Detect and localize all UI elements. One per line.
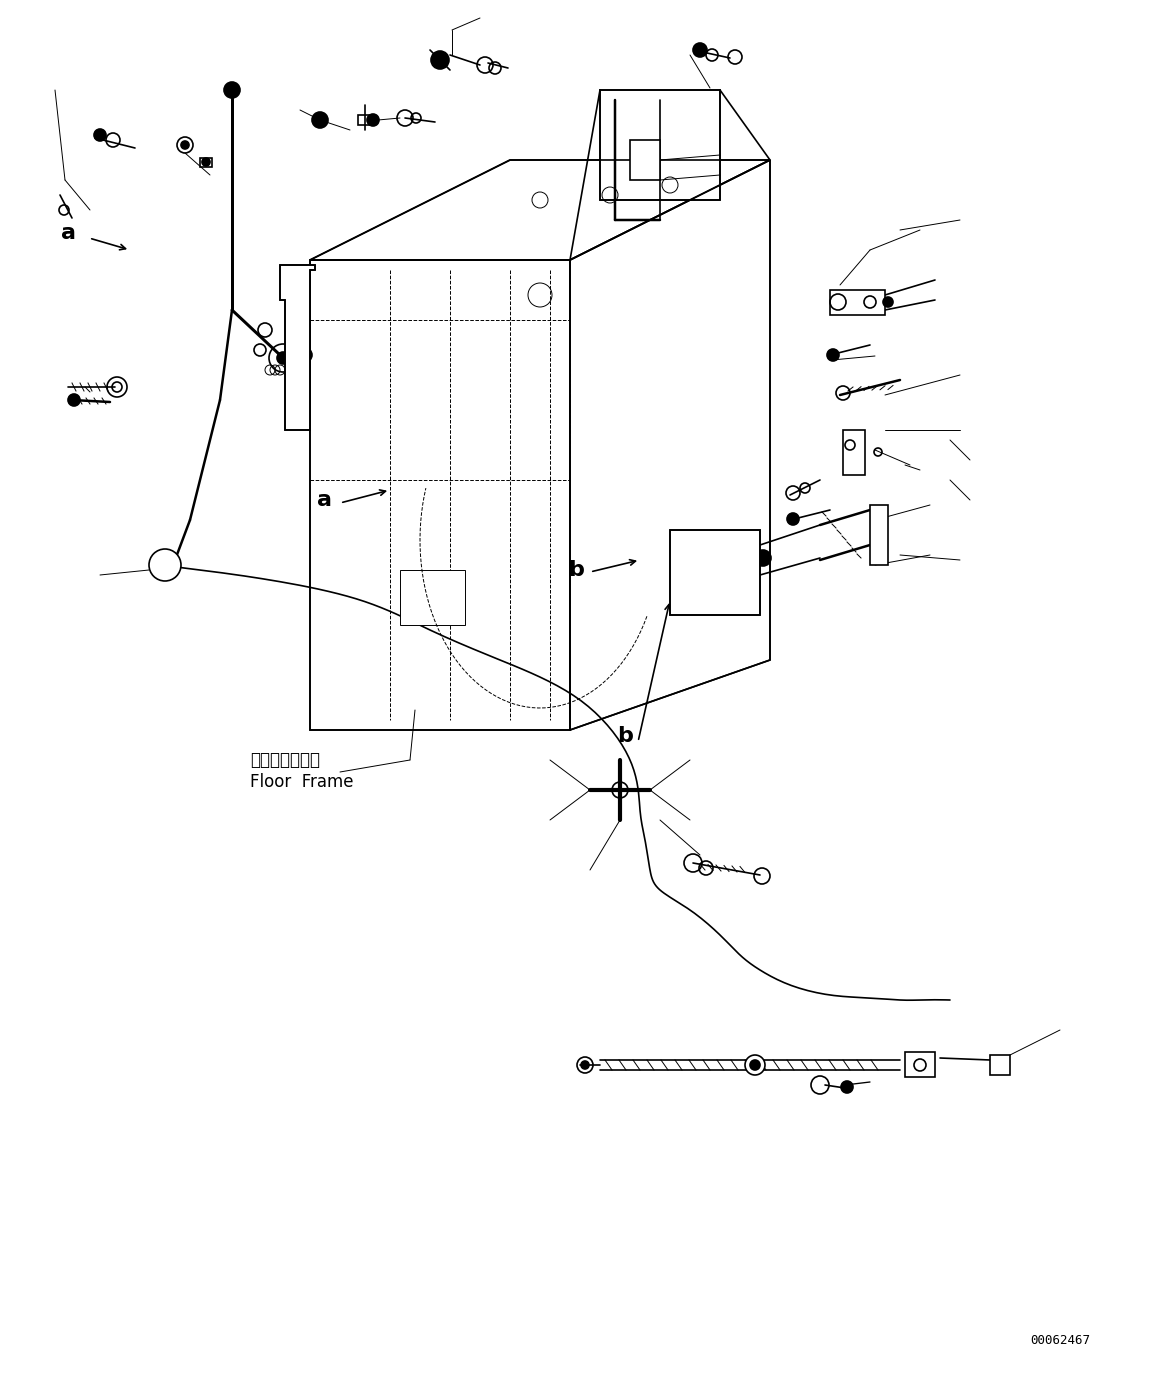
Text: 00062467: 00062467 [1030,1334,1090,1347]
Circle shape [94,129,106,142]
Polygon shape [570,159,770,730]
Circle shape [149,550,181,581]
Bar [990,1055,1009,1074]
Polygon shape [311,260,570,730]
Circle shape [431,51,449,69]
Circle shape [202,158,211,166]
Circle shape [745,1055,765,1074]
Polygon shape [280,265,315,430]
Circle shape [841,1081,852,1092]
Circle shape [298,348,312,361]
Bar [400,570,465,625]
Bar [905,1052,935,1077]
Circle shape [67,394,80,405]
Text: Floor  Frame: Floor Frame [250,774,354,791]
Bar [200,158,212,168]
Text: a: a [317,491,333,510]
Circle shape [755,550,771,566]
Text: a: a [60,223,76,243]
Circle shape [368,114,379,126]
Circle shape [582,1061,588,1069]
Bar [358,115,373,125]
Circle shape [750,1059,759,1070]
Circle shape [787,513,799,525]
Text: b: b [568,561,584,580]
Polygon shape [670,530,759,616]
Text: フロアフレーム: フロアフレーム [250,752,320,769]
Circle shape [312,113,328,128]
Bar [630,140,659,180]
Bar [870,506,889,565]
Bar [830,290,885,315]
Circle shape [181,142,190,148]
Circle shape [827,349,839,361]
Circle shape [277,352,288,364]
Polygon shape [600,91,720,201]
Text: b: b [618,725,633,746]
Bar [843,430,865,475]
Circle shape [693,43,707,56]
Polygon shape [311,159,770,260]
Circle shape [883,297,893,306]
Circle shape [224,82,240,98]
